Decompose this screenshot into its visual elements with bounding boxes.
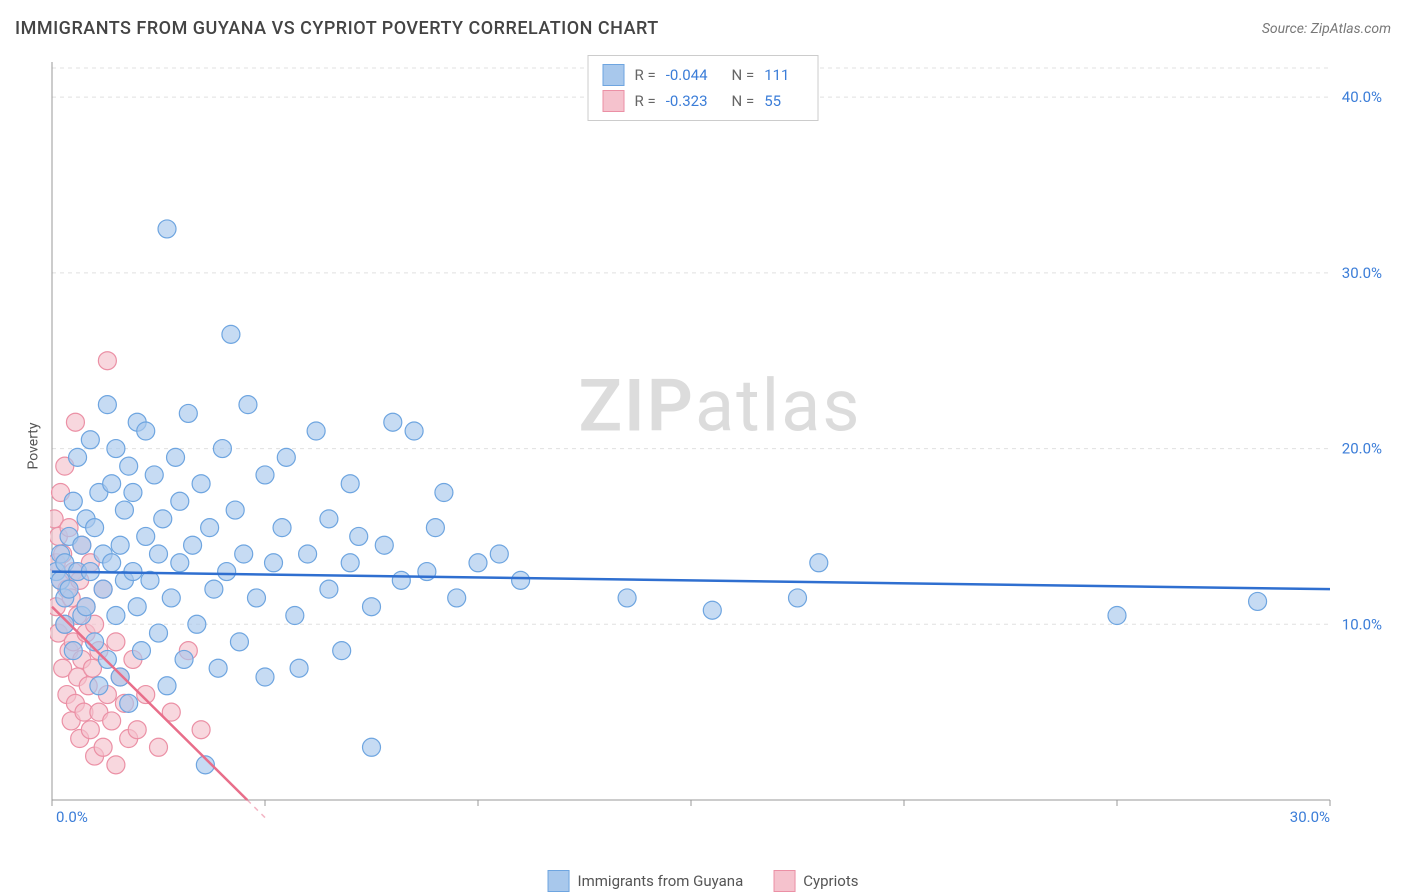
correlation-legend: R = -0.044 N = 111 R = -0.323 N = 55 (588, 55, 819, 121)
svg-text:30.0%: 30.0% (1342, 264, 1382, 282)
r-value-0: -0.044 (666, 66, 708, 84)
chart-title: IMMIGRANTS FROM GUYANA VS CYPRIOT POVERT… (15, 18, 659, 39)
legend-row-series-0: R = -0.044 N = 111 (603, 62, 804, 88)
scatter-plot: 10.0% 20.0% 30.0% 40.0% 0.0% 30.0% (50, 50, 1390, 840)
n-label-1: N = (732, 92, 755, 110)
chart-source: Source: ZipAtlas.com (1262, 21, 1391, 37)
legend-swatch-1 (603, 90, 625, 112)
r-label-0: R = (635, 66, 656, 84)
svg-text:40.0%: 40.0% (1342, 88, 1382, 106)
legend-item-1: Cypriots (773, 870, 858, 892)
y-axis-label: Poverty (26, 422, 42, 469)
r-label-1: R = (635, 92, 656, 110)
svg-text:10.0%: 10.0% (1342, 615, 1382, 633)
legend-swatch-icon (773, 870, 795, 892)
svg-text:0.0%: 0.0% (56, 808, 88, 826)
legend-label-1: Cypriots (803, 872, 858, 890)
n-label-0: N = (732, 66, 755, 84)
chart-header: IMMIGRANTS FROM GUYANA VS CYPRIOT POVERT… (15, 18, 1391, 39)
legend-label-0: Immigrants from Guyana (578, 872, 744, 890)
r-value-1: -0.323 (666, 92, 708, 110)
n-value-1: 55 (764, 92, 781, 110)
n-value-0: 111 (764, 66, 789, 84)
svg-text:30.0%: 30.0% (1290, 808, 1330, 826)
svg-text:20.0%: 20.0% (1342, 440, 1382, 458)
legend-swatch-0 (603, 64, 625, 86)
legend-swatch-icon (548, 870, 570, 892)
legend-row-series-1: R = -0.323 N = 55 (603, 88, 804, 114)
series-legend: Immigrants from Guyana Cypriots (548, 870, 859, 892)
chart-area: ZIPatlas 10.0%20.0%30.0%40.0%0.0%30.0% (50, 50, 1390, 840)
legend-item-0: Immigrants from Guyana (548, 870, 744, 892)
